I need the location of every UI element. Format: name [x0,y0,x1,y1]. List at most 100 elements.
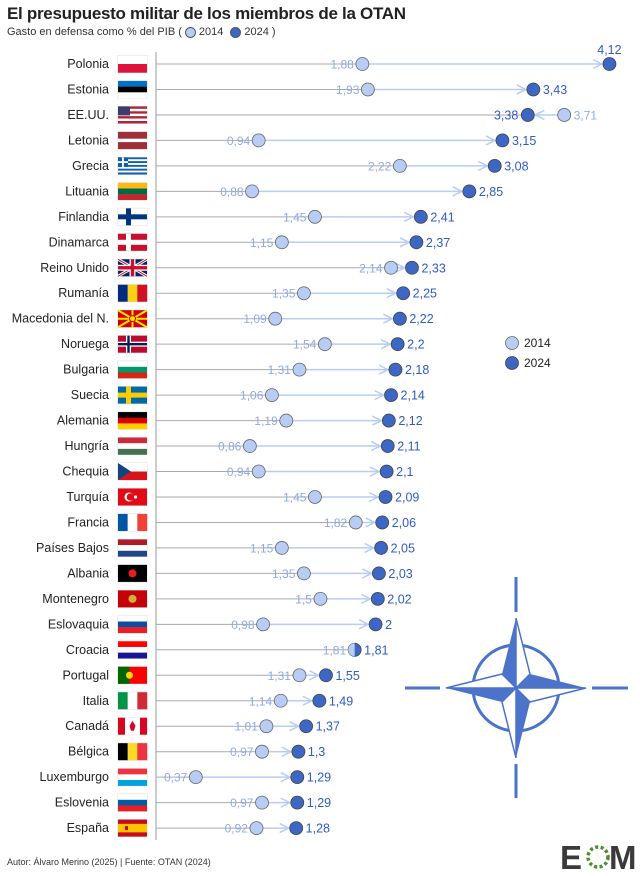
value-label-2024: 4,12 [597,43,621,57]
value-label-2024: 2,02 [387,592,411,606]
chart-row: Lituania 0,88 2,85 [65,182,503,201]
chart-row: Bulgaria 1,31 2,18 [63,360,429,379]
flag-stripe [118,284,128,302]
flag-sun [129,315,136,323]
flag-cross [118,214,147,220]
flag-stripe [118,412,147,418]
flag-stripe [118,131,147,136]
value-label-2014: 0,94 [227,134,251,148]
flag-stripe [118,164,147,167]
flag-stripe [118,692,128,710]
point-2024 [409,235,424,250]
point-2024 [602,57,617,71]
country-label: Suecia [71,388,109,402]
flag-cross [126,208,131,226]
country-label: Chequia [62,465,109,479]
point-2024 [368,617,383,632]
flag-stripe [127,743,138,761]
chart-row: Países Bajos 1,15 2,05 [36,538,415,557]
value-label-2014: 0,88 [220,185,244,199]
flag-stripe [118,113,147,117]
flag-stripe [118,823,147,833]
country-label: Rumanía [58,286,109,300]
value-label-2014: 2,14 [359,261,383,275]
point-2014 [384,260,398,275]
legend-2014-text: 2014 [524,336,551,350]
flag-stripe [118,417,147,424]
value-label-2014: 1,01 [235,720,259,734]
country-label: EE.UU. [67,108,109,122]
value-label-2024: 3,38 [494,108,518,122]
flag-stripe [118,138,147,143]
value-label-2024: 2,22 [409,312,433,326]
point-2024 [392,311,407,326]
flag-stripe [118,142,147,146]
chart-row: Rumanía 1,35 2,25 [58,284,437,303]
flag-stripe [118,448,147,455]
flag-stripe [118,366,147,373]
country-label: Luxemburgo [40,770,110,784]
flag-cross [127,335,130,353]
flag-stripe [118,116,147,119]
legend-2014-label: 2014 [198,26,224,38]
point-2014 [242,439,257,453]
flag-crescent [126,493,134,501]
country-label: Turquía [66,490,109,504]
country-label: Estonia [67,82,109,96]
chart-row: Portugal 1,31 1,55 [62,666,360,685]
flag-stripe [118,666,130,684]
point-2014 [313,591,328,606]
chart-row: España 0,92 1,28 [67,819,330,838]
value-label-2024: 2,2 [407,338,424,352]
flag-stripe [118,64,147,73]
point-2024 [390,337,405,352]
point-2024 [413,209,428,224]
point-2024 [495,133,510,148]
point-2024 [388,362,403,377]
flag-cross [130,259,135,277]
value-label-2024: 1,29 [307,796,331,810]
point-2014 [265,388,279,403]
value-label-2014: 1,09 [243,312,267,326]
legend-2014-marker [505,336,519,350]
point-2014 [268,311,283,326]
point-2014 [279,413,294,428]
chart-row: Eslovenia 0,97 1,29 [55,793,331,812]
chart-row: Suecia 1,06 2,14 [71,386,425,405]
country-label: Bulgaria [63,363,109,377]
point-2014 [317,337,332,352]
flag-stripe [118,794,147,800]
chart-row: Turquía 1,45 2,09 [66,487,419,506]
country-label: Italia [83,694,109,708]
chart-row: Albania 1,35 2,03 [67,564,413,583]
flag-band [118,717,125,735]
chart-row: Luxemburgo 0,37 1,29 [40,768,331,787]
point-2014 [557,108,572,122]
flag-stripe [118,157,147,160]
point-2014 [308,490,322,504]
flag-stripe [118,652,147,659]
flag-stripe [118,166,147,169]
flag-star [133,495,138,499]
point-2024 [384,388,398,403]
value-label-2024: 2,05 [391,541,415,555]
flag-stripe [118,188,147,195]
value-label-2014: 0,37 [164,771,188,785]
point-2024 [405,260,419,275]
flag-stripe [118,161,147,164]
value-label-2024: 2,09 [395,490,419,504]
value-label-2014: 1,19 [254,414,278,428]
value-label-2014: 1,82 [324,516,348,530]
value-label-2014: 1,81 [323,643,347,657]
flag-canton [118,106,130,116]
legend-2024-text: 2024 [524,356,551,370]
point-2014 [360,82,375,97]
flag-triangle [118,463,131,481]
point-2024 [487,158,502,173]
flag-stripe [137,513,148,531]
point-2014 [392,158,407,173]
point-2024 [370,591,385,606]
nato-star-point [502,618,516,688]
flag-stripe [118,168,147,171]
country-label: Alemania [57,414,109,428]
